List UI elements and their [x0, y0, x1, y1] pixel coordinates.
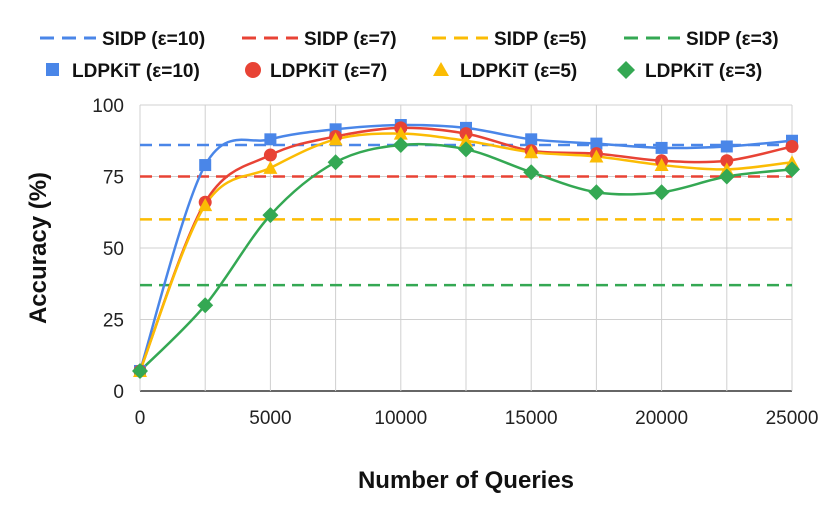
- legend-label-ldpkit-3: LDPKiT (ε=3): [645, 61, 762, 82]
- legend-item-ldpkit-5: LDPKiT (ε=5): [433, 61, 577, 82]
- point-ldpkit-3-7500: [327, 154, 344, 171]
- legend-label-sidp-3: SIDP (ε=3): [686, 29, 779, 50]
- point-ldpkit-5-15000: [524, 145, 539, 159]
- point-ldpkit-3-17500: [588, 184, 605, 201]
- series-markers: [132, 119, 800, 379]
- point-ldpkit-5-5000: [263, 160, 278, 174]
- point-ldpkit-7-5000: [263, 148, 277, 162]
- point-ldpkit-5-7500: [328, 132, 343, 146]
- y-tick-label-75: 75: [103, 168, 124, 189]
- legend-label-ldpkit-7: LDPKiT (ε=7): [270, 61, 387, 82]
- legend-item-ldpkit-10: LDPKiT (ε=10): [46, 61, 200, 82]
- point-ldpkit-10-15000: [525, 133, 538, 146]
- x-tick-labels: 0 5000 10000 15000 20000 25000: [135, 408, 819, 429]
- x-tick-label-20000: 20000: [635, 408, 688, 429]
- y-tick-labels: 0 25 50 75 100: [92, 96, 124, 403]
- legend-item-sidp-5: SIDP (ε=5): [432, 29, 587, 50]
- y-tick-label-100: 100: [92, 96, 124, 117]
- x-tick-label-0: 0: [135, 408, 146, 429]
- x-tick-label-25000: 25000: [766, 408, 819, 429]
- legend-item-ldpkit-3: LDPKiT (ε=3): [617, 61, 762, 82]
- y-tick-label-25: 25: [103, 311, 124, 332]
- y-tick-label-50: 50: [103, 239, 124, 260]
- series-line-ldpkit-7: [138, 126, 793, 372]
- legend-label-ldpkit-5: LDPKiT (ε=5): [460, 61, 577, 82]
- point-ldpkit-7-12500: [459, 127, 473, 141]
- x-tick-label-10000: 10000: [374, 408, 427, 429]
- series-line-ldpkit-10: [138, 123, 793, 372]
- point-ldpkit-3-20000: [653, 184, 670, 201]
- point-ldpkit-10-5000: [264, 133, 277, 146]
- point-ldpkit-10-20000: [655, 141, 668, 154]
- point-ldpkit-5-2500: [198, 198, 213, 212]
- series-line-ldpkit-3: [139, 142, 793, 372]
- x-tick-label-15000: 15000: [505, 408, 558, 429]
- legend: SIDP (ε=10) SIDP (ε=7) SIDP (ε=5) SIDP (…: [40, 29, 779, 82]
- point-ldpkit-3-5000: [262, 207, 279, 224]
- point-ldpkit-7-22500: [720, 154, 734, 168]
- point-ldpkit-3-0: [132, 362, 148, 379]
- legend-triangle-marker: [433, 62, 449, 76]
- series-lines: [138, 123, 793, 372]
- point-ldpkit-3-12500: [458, 141, 474, 158]
- point-ldpkit-5-10000: [393, 126, 408, 140]
- point-ldpkit-5-12500: [459, 133, 473, 147]
- y-axis-title: Accuracy (%): [25, 172, 52, 324]
- legend-item-sidp-3: SIDP (ε=3): [624, 29, 779, 50]
- legend-item-sidp-10: SIDP (ε=10): [40, 29, 205, 50]
- point-ldpkit-10-22500: [720, 140, 733, 153]
- point-ldpkit-3-25000: [784, 161, 800, 178]
- point-ldpkit-5-20000: [654, 158, 669, 172]
- legend-item-sidp-7: SIDP (ε=7): [242, 29, 397, 50]
- point-ldpkit-10-17500: [590, 137, 603, 150]
- x-axis-title: Number of Queries: [358, 467, 574, 494]
- y-tick-label-0: 0: [113, 382, 124, 403]
- point-ldpkit-3-22500: [718, 168, 735, 185]
- point-ldpkit-3-15000: [523, 164, 540, 181]
- point-ldpkit-10-2500: [199, 159, 212, 172]
- point-ldpkit-3-10000: [392, 137, 409, 154]
- point-ldpkit-5-17500: [589, 149, 604, 163]
- legend-diamond-marker: [617, 61, 635, 79]
- point-ldpkit-7-25000: [785, 139, 799, 153]
- legend-label-sidp-10: SIDP (ε=10): [102, 29, 205, 50]
- legend-label-sidp-7: SIDP (ε=7): [304, 29, 397, 50]
- series-line-ldpkit-5: [138, 132, 793, 372]
- legend-square-marker: [46, 63, 59, 76]
- point-ldpkit-3-2500: [197, 297, 214, 314]
- legend-item-ldpkit-7: LDPKiT (ε=7): [245, 61, 387, 82]
- x-tick-label-5000: 5000: [249, 408, 291, 429]
- legend-circle-marker: [245, 62, 261, 78]
- legend-label-sidp-5: SIDP (ε=5): [494, 29, 587, 50]
- legend-label-ldpkit-10: LDPKiT (ε=10): [72, 61, 200, 82]
